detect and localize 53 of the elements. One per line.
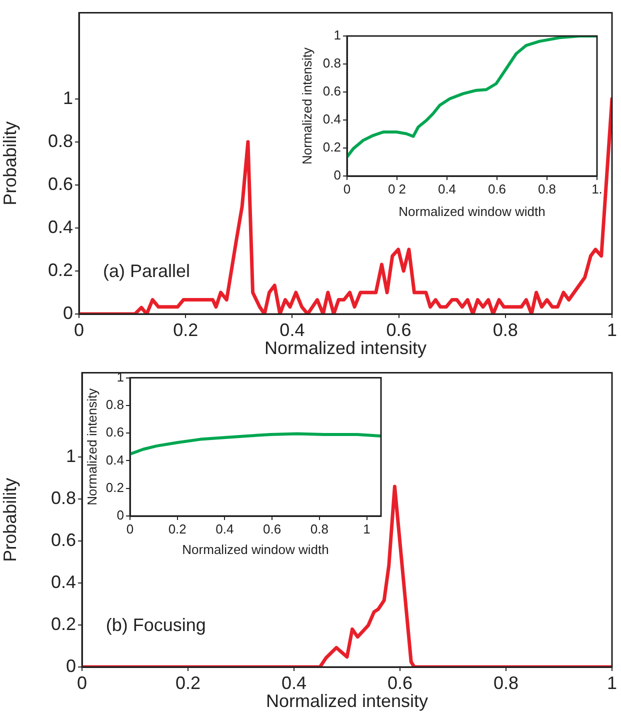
x-tick-label: 0.8 [493,672,519,693]
x-axis-title: Normalized window width [182,542,329,557]
y-tick-label: 0.8 [106,397,124,412]
y-tick-label: 0 [116,508,124,523]
x-tick-label: 1. [592,181,602,196]
y-tick-label: 0 [66,656,76,676]
y-tick-label: 0.6 [322,84,341,99]
x-tick-label: 0.8 [538,181,556,196]
y-tick-label: 0.6 [106,424,124,440]
x-tick-label: 0.6 [387,672,413,693]
x-tick-label: 1 [363,521,370,536]
y-axis-title: Normalized intensity [299,46,314,165]
annotation: (a) Parallel [102,260,190,281]
x-tick-label: 0.6 [488,181,506,196]
y-tick-label: 0.8 [322,56,341,71]
x-tick-label: 0.2 [168,521,186,536]
x-tick-label: 0 [126,521,134,536]
x-tick-label: 0.4 [216,521,234,536]
x-tick-label: 0.8 [492,320,518,340]
y-tick-label: 1 [66,446,76,466]
y-tick-label: 0 [334,168,341,183]
y-tick-label: 0.4 [322,112,341,127]
y-tick-label: 0.2 [322,140,341,155]
x-tick-label: 0.4 [438,181,456,196]
x-tick-label: 0.2 [175,672,201,693]
x-tick-label: 0.8 [310,521,328,536]
y-tick-label: 0.2 [106,480,124,495]
y-tick-label: 0.4 [48,216,73,237]
x-tick-label: 1 [606,320,618,340]
y-tick-label: 0 [62,302,73,323]
y-tick-label: 0.4 [106,452,124,468]
y-tick-label: 0.8 [48,130,73,151]
x-tick-label: 0 2 [388,181,406,196]
y-tick-label: 1 [334,28,341,43]
y-tick-label: 0.8 [50,488,76,508]
x-tick-label: 0.6 [386,320,412,340]
annotation: (b) Focusing [106,614,206,635]
x-tick-label: 0.6 [263,521,282,536]
x-tick-label: 0.2 [173,320,198,340]
y-tick-label: 0.4 [50,572,76,592]
x-axis-title: Normalized intensity [266,691,428,712]
x-axis-title: Normalized intensity [264,338,427,358]
y-tick-label: 0.2 [50,614,76,634]
x-tick-label: 1 [606,672,618,693]
x-tick-label: 0 [343,181,351,196]
x-tick-label: 0.4 [281,672,307,693]
y-tick-label: 0.2 [48,260,73,280]
y-axis-title: Probability [0,121,20,206]
y-axis-title: Probability [0,478,20,562]
x-axis-title: Normalized window width [398,204,546,219]
x-tick-label: 0.4 [280,320,305,340]
y-axis-title: Normalized intensity [84,388,100,506]
y-tick-label: 1 [62,88,73,108]
